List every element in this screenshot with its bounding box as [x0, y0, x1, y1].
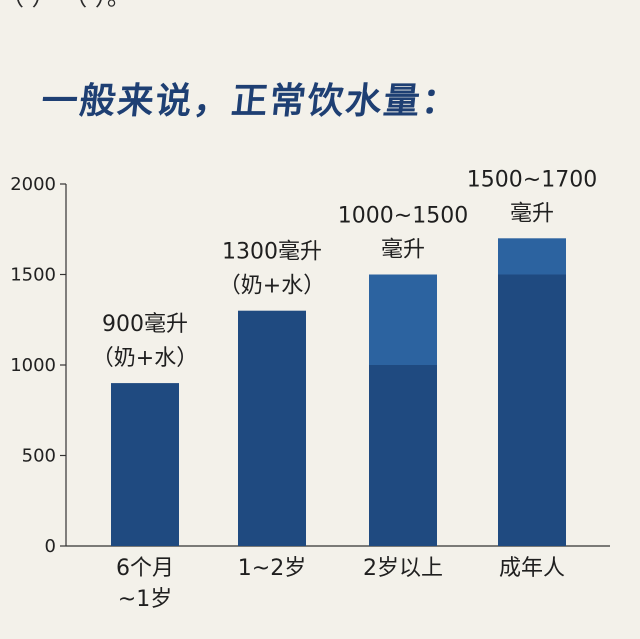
bar-0: [111, 383, 179, 546]
y-tick-label-0: 0: [45, 536, 56, 557]
y-tick-label-3: 1500: [10, 265, 56, 286]
category-label-2-0: 2岁以上: [363, 556, 443, 581]
y-tick-label-2: 1000: [10, 355, 56, 376]
data-label-1-0: 1300毫升: [222, 240, 322, 265]
data-label-3-1: 毫升: [510, 201, 554, 226]
bar-3: [498, 274, 566, 546]
top-text-fragment: （ ） （ ）。: [0, 0, 640, 12]
y-tick-label-4: 2000: [10, 174, 56, 195]
data-label-2-0: 1000~1500: [338, 204, 468, 229]
category-label-3-0: 成年人: [499, 556, 565, 581]
data-label-2-1: 毫升: [381, 238, 425, 263]
category-label-1-0: 1~2岁: [238, 556, 306, 581]
data-label-0-1: （奶+水）: [92, 346, 198, 371]
bar-2: [369, 365, 437, 546]
category-label-0-1: ~1岁: [118, 587, 172, 612]
data-label-3-0: 1500~1700: [467, 167, 597, 192]
bar-range-3: [498, 238, 566, 275]
data-label-1-1: （奶+水）: [219, 274, 325, 299]
category-label-0-0: 6个月: [116, 556, 174, 581]
y-tick-label-1: 500: [22, 446, 56, 467]
data-label-0-0: 900毫升: [102, 312, 188, 337]
bar-1: [238, 310, 306, 546]
bar-range-2: [369, 274, 437, 365]
